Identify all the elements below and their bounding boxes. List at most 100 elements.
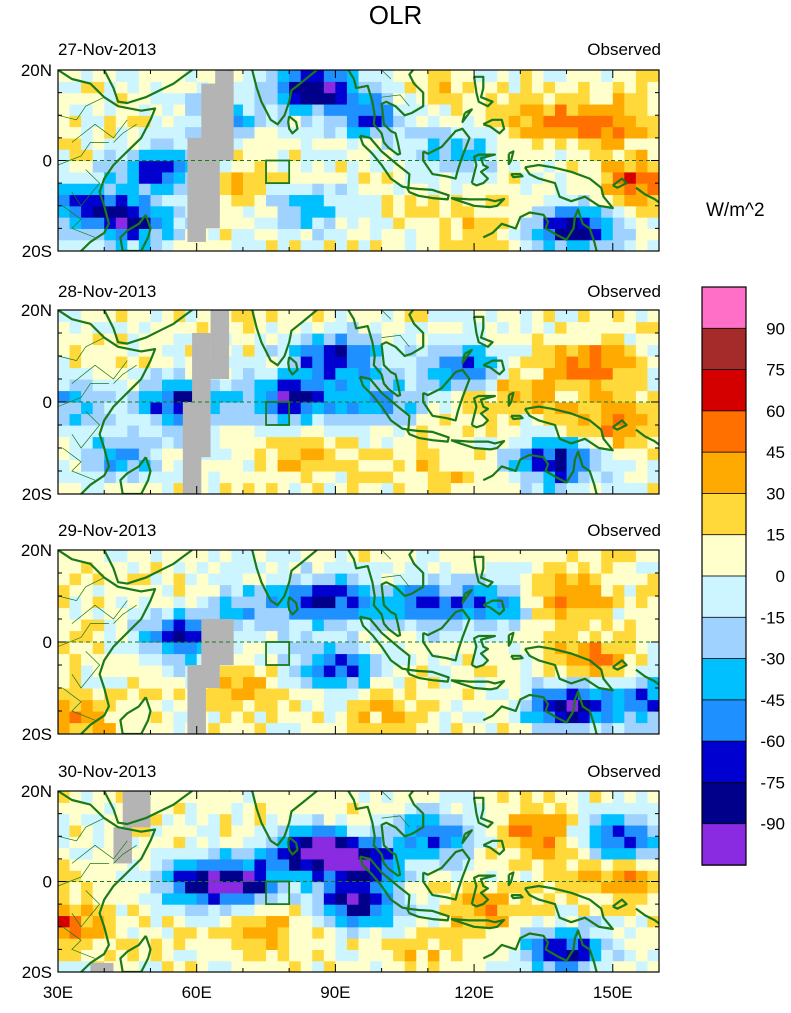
- field-cell: [393, 619, 406, 632]
- field-cell: [300, 367, 313, 380]
- field-cell: [289, 892, 302, 905]
- field-cell: [254, 676, 267, 689]
- field-cell: [381, 171, 394, 184]
- field-cell: [566, 367, 579, 380]
- field-cell: [497, 881, 510, 894]
- field-cell: [531, 699, 545, 712]
- field-cell: [543, 915, 556, 928]
- field-cell: [150, 70, 163, 82]
- field-cell: [393, 205, 406, 218]
- field-cell: [346, 149, 360, 162]
- field-cell: [531, 228, 545, 241]
- field-cell: [173, 915, 186, 928]
- field-cell: [335, 791, 348, 803]
- field-cell: [531, 126, 545, 139]
- field-cell: [554, 217, 568, 229]
- field-cell: [531, 711, 545, 724]
- field-cell: [115, 904, 128, 917]
- field-cell: [127, 194, 140, 207]
- field-cell: [520, 711, 533, 724]
- field-cell: [578, 836, 591, 849]
- field-cell: [150, 81, 163, 94]
- field-cell: [566, 239, 579, 251]
- field-cell: [589, 448, 602, 461]
- field-cell: [289, 103, 302, 116]
- field-cell: [312, 630, 325, 643]
- field-cell: [127, 228, 140, 241]
- field-cell: [508, 149, 521, 162]
- field-cell: [543, 596, 556, 609]
- field-cell: [404, 217, 417, 229]
- coastline: [347, 70, 425, 156]
- field-cell: [127, 436, 140, 449]
- field-cell: [289, 573, 302, 586]
- field-cell: [497, 619, 510, 632]
- field-cell: [474, 171, 487, 184]
- field-cell: [150, 836, 163, 849]
- field-cell: [266, 813, 279, 826]
- field-cell: [624, 239, 637, 251]
- field-cell: [335, 171, 348, 184]
- field-cell: [404, 333, 417, 346]
- field-cell: [312, 791, 325, 803]
- field-cell: [231, 160, 244, 173]
- field-cell: [647, 858, 659, 871]
- field-cell: [312, 926, 325, 939]
- country-border: [71, 410, 101, 449]
- field-cell: [647, 471, 659, 484]
- field-cell: [635, 379, 649, 392]
- field-cell: [196, 938, 209, 950]
- field-cell: [462, 482, 475, 494]
- y-tick-label: 20N: [21, 782, 52, 801]
- field-cell: [104, 892, 117, 905]
- field-cell: [647, 115, 659, 128]
- field-cell: [554, 171, 568, 184]
- field-cell: [81, 699, 94, 712]
- field-cell: [162, 92, 175, 105]
- field-cell: [335, 813, 348, 826]
- field-cell: [231, 630, 244, 643]
- field-cell: [300, 573, 313, 586]
- field-cell: [231, 344, 244, 357]
- field-cell: [462, 847, 475, 860]
- field-cell: [439, 791, 452, 803]
- field-cell: [624, 938, 637, 950]
- field-cell: [323, 217, 336, 229]
- field-cell: [578, 115, 591, 128]
- field-cell: [531, 390, 545, 403]
- field-cell: [104, 881, 117, 894]
- field-cell: [635, 926, 649, 939]
- field-cell: [612, 333, 625, 346]
- field-cell: [312, 813, 325, 826]
- field-cell: [416, 471, 429, 484]
- field-cell: [335, 137, 348, 150]
- field-cell: [300, 665, 313, 678]
- field-cell: [231, 665, 244, 678]
- field-cell: [173, 688, 186, 701]
- y-tick-label: 20S: [22, 485, 52, 504]
- field-cell: [208, 390, 221, 403]
- field-cell: [185, 892, 198, 905]
- field-cell: [254, 194, 267, 207]
- field-cell: [635, 904, 649, 917]
- field-cell: [346, 584, 360, 597]
- field-cell: [289, 459, 302, 472]
- field-cell: [173, 642, 186, 655]
- field-cell: [277, 413, 290, 426]
- field-cell: [358, 904, 371, 917]
- field-cell: [635, 217, 649, 229]
- field-cell: [323, 413, 336, 426]
- field-cell: [427, 471, 441, 484]
- field-cell: [578, 915, 591, 928]
- field-cell: [196, 949, 209, 962]
- field-cell: [173, 960, 186, 972]
- field-cell: [150, 239, 163, 251]
- field-cell: [485, 205, 498, 218]
- field-cell: [554, 321, 568, 334]
- field-cell: [624, 81, 637, 94]
- field-cell: [358, 70, 371, 82]
- field-cell: [474, 858, 487, 871]
- field-cell: [69, 194, 82, 207]
- field-cell: [81, 160, 94, 173]
- field-cell: [335, 881, 348, 894]
